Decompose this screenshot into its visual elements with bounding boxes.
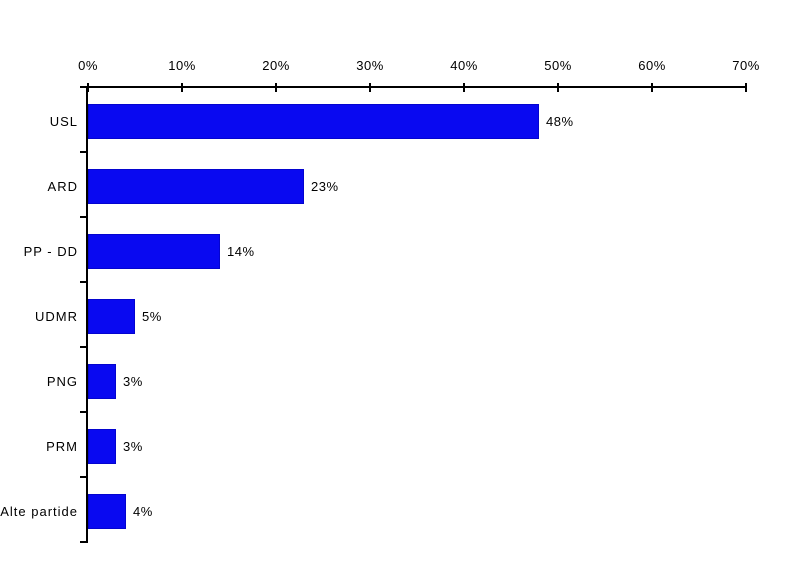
x-axis-tick-label: 10%	[168, 58, 196, 73]
value-label: 4%	[133, 503, 153, 519]
x-axis-tick	[463, 83, 465, 92]
bar	[88, 429, 116, 464]
x-axis-tick	[745, 83, 747, 92]
category-label: UDMR	[35, 308, 78, 324]
x-axis-tick	[87, 83, 89, 92]
y-axis-tick	[80, 411, 87, 413]
bar	[88, 169, 304, 204]
category-label: Alte partide	[0, 503, 78, 519]
x-axis-tick-label: 70%	[732, 58, 760, 73]
y-axis-tick	[80, 86, 87, 88]
x-axis-tick	[557, 83, 559, 92]
y-axis-tick	[80, 476, 87, 478]
x-axis-tick-label: 50%	[544, 58, 572, 73]
x-axis-tick	[369, 83, 371, 92]
y-axis-tick	[80, 541, 87, 543]
x-axis-tick-label: 20%	[262, 58, 290, 73]
y-axis-tick	[80, 216, 87, 218]
category-label: PRM	[46, 438, 78, 454]
x-axis-tick	[181, 83, 183, 92]
value-label: 3%	[123, 373, 143, 389]
value-label: 14%	[227, 243, 255, 259]
x-axis-tick-label: 0%	[78, 58, 98, 73]
value-label: 48%	[546, 113, 574, 129]
x-axis-tick	[275, 83, 277, 92]
bar	[88, 494, 126, 529]
x-axis-tick	[651, 83, 653, 92]
y-axis-line	[86, 86, 88, 543]
bar	[88, 104, 539, 139]
value-label: 23%	[311, 178, 339, 194]
value-label: 3%	[123, 438, 143, 454]
category-label: PP - DD	[23, 243, 78, 259]
category-label: USL	[49, 113, 78, 129]
x-axis-tick-label: 40%	[450, 58, 478, 73]
x-axis-line	[86, 86, 747, 88]
x-axis-tick-label: 30%	[356, 58, 384, 73]
value-label: 5%	[142, 308, 162, 324]
bar	[88, 364, 116, 399]
y-axis-tick	[80, 346, 87, 348]
y-axis-tick	[80, 281, 87, 283]
bar	[88, 299, 135, 334]
category-label: ARD	[47, 178, 78, 194]
x-axis-tick-label: 60%	[638, 58, 666, 73]
bar	[88, 234, 220, 269]
y-axis-tick	[80, 151, 87, 153]
category-label: PNG	[46, 373, 78, 389]
